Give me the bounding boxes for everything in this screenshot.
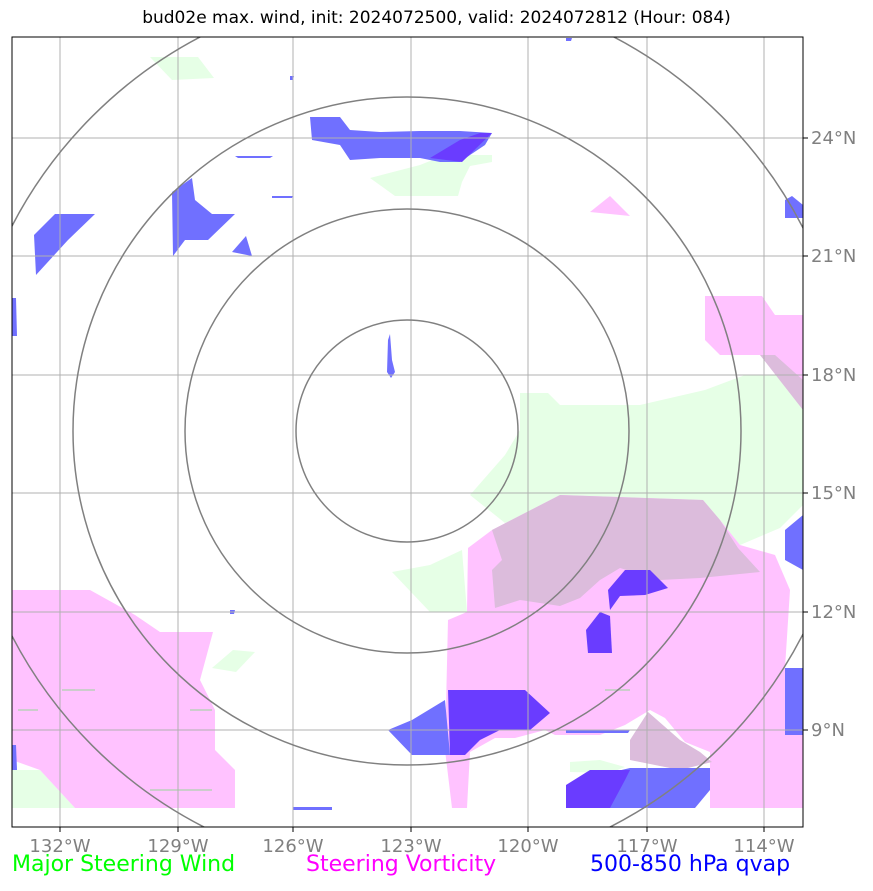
lon-label: 117°W bbox=[616, 836, 677, 857]
qvap-area bbox=[388, 700, 450, 755]
qvap-area bbox=[12, 745, 17, 770]
wind-area bbox=[370, 155, 492, 196]
qvap-area bbox=[272, 196, 293, 198]
qvap-dark-area bbox=[430, 133, 492, 162]
qvap-area bbox=[293, 807, 332, 810]
overlap-area bbox=[492, 495, 760, 608]
legend-qvap: 500-850 hPa qvap bbox=[590, 852, 791, 877]
qvap-area bbox=[235, 156, 273, 158]
overlap-area bbox=[760, 355, 803, 410]
lat-label: 15°N bbox=[811, 483, 856, 504]
qvap-dark-area bbox=[586, 612, 612, 653]
lat-label: 18°N bbox=[811, 365, 856, 386]
qvap-area bbox=[12, 298, 17, 336]
qvap-area bbox=[785, 196, 803, 218]
lon-label: 132°W bbox=[29, 836, 90, 857]
wind-area bbox=[470, 375, 803, 545]
qvap-dark-area bbox=[608, 570, 668, 610]
range-ring bbox=[72, 96, 742, 766]
qvap-area bbox=[387, 334, 395, 378]
qvap-dark-layer bbox=[430, 133, 668, 808]
lon-label: 120°W bbox=[497, 836, 558, 857]
qvap-area bbox=[785, 668, 803, 735]
longitude-labels: 132°W 129°W 126°W 123°W 120°W 117°W 114°… bbox=[29, 836, 794, 857]
wind-area bbox=[570, 760, 625, 773]
qvap-area bbox=[785, 515, 803, 570]
overlap-area bbox=[630, 712, 712, 770]
field-layers bbox=[12, 38, 803, 810]
qvap-area bbox=[172, 178, 235, 256]
lat-label: 12°N bbox=[811, 602, 856, 623]
wind-area bbox=[212, 650, 255, 672]
vorticity-area bbox=[590, 196, 630, 216]
lat-label: 9°N bbox=[811, 720, 845, 741]
qvap-area bbox=[232, 236, 252, 256]
range-ring bbox=[295, 319, 519, 543]
range-ring bbox=[184, 208, 630, 654]
vorticity-area bbox=[12, 590, 235, 808]
steering-wind-layer bbox=[12, 57, 803, 808]
graticule bbox=[12, 37, 803, 827]
wind-area bbox=[392, 550, 467, 612]
qvap-area bbox=[566, 38, 572, 41]
overlap-layer bbox=[492, 355, 803, 770]
qvap-dark-area bbox=[448, 690, 550, 755]
lon-label: 114°W bbox=[733, 836, 794, 857]
lat-label: 21°N bbox=[811, 246, 856, 267]
plot-frame bbox=[11, 36, 804, 828]
lon-label: 126°W bbox=[262, 836, 323, 857]
legend-steering-vorticity: Steering Vorticity bbox=[306, 852, 497, 877]
wind-area bbox=[12, 770, 75, 808]
qvap-dark-area bbox=[566, 770, 630, 808]
lon-label: 129°W bbox=[147, 836, 208, 857]
latitude-labels: 24°N 21°N 18°N 15°N 12°N 9°N bbox=[811, 128, 856, 741]
wind-area bbox=[150, 57, 214, 80]
qvap-area bbox=[566, 730, 630, 733]
qvap-area bbox=[600, 768, 710, 808]
legend-steering-wind: Major Steering Wind bbox=[12, 852, 236, 877]
qvap-area bbox=[34, 214, 95, 275]
lon-label: 123°W bbox=[380, 836, 441, 857]
chart-title: bud02e max. wind, init: 2024072500, vali… bbox=[142, 8, 731, 28]
lat-label: 24°N bbox=[811, 128, 856, 149]
tick-marks bbox=[59, 137, 808, 832]
range-rings bbox=[12, 37, 803, 827]
